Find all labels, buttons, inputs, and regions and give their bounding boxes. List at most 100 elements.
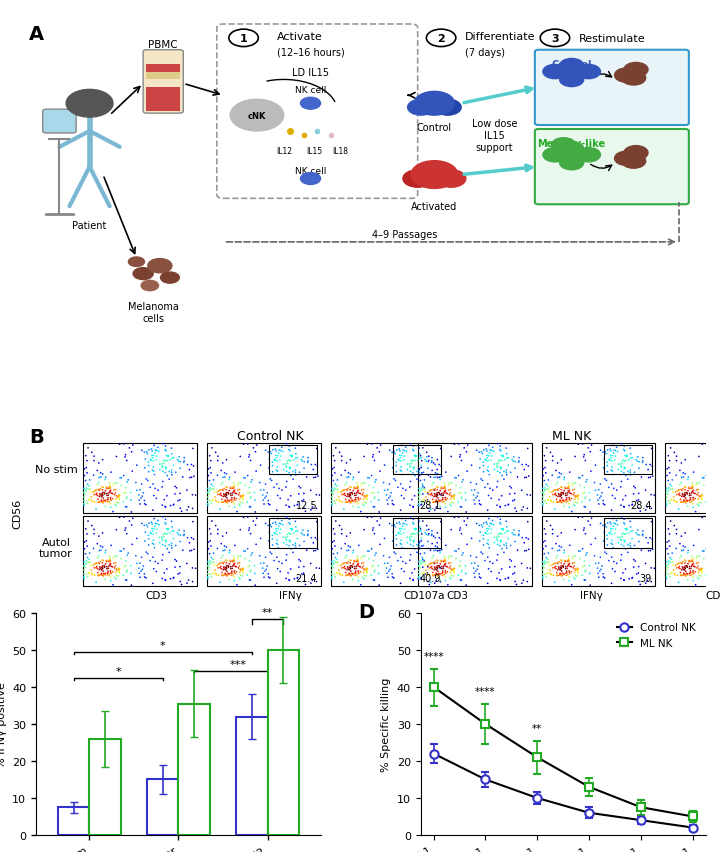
- Point: [606, 461, 618, 475]
- Point: [462, 439, 474, 452]
- Point: [431, 568, 442, 582]
- Point: [168, 459, 179, 473]
- Point: [345, 497, 356, 510]
- Point: [360, 563, 372, 577]
- Point: [696, 565, 707, 579]
- Point: [223, 495, 235, 509]
- Point: [408, 462, 420, 475]
- Point: [457, 474, 469, 487]
- Point: [121, 565, 132, 579]
- Point: [204, 461, 216, 475]
- Point: [101, 554, 112, 567]
- Point: [671, 523, 683, 537]
- Point: [632, 524, 644, 538]
- Point: [134, 556, 145, 570]
- Point: [600, 519, 611, 532]
- Point: [393, 515, 405, 529]
- Point: [171, 527, 183, 540]
- Point: [580, 549, 592, 562]
- Point: [550, 551, 562, 565]
- Point: [91, 489, 103, 503]
- Point: [329, 467, 341, 481]
- Point: [618, 466, 629, 480]
- Point: [628, 487, 639, 501]
- Point: [431, 567, 442, 580]
- Point: [215, 478, 227, 492]
- Point: [415, 567, 427, 581]
- Point: [369, 492, 380, 506]
- Text: IL18: IL18: [333, 147, 348, 156]
- Text: Memory-like: Memory-like: [538, 139, 606, 149]
- Circle shape: [543, 66, 567, 79]
- Point: [563, 570, 575, 584]
- Point: [714, 532, 720, 545]
- Point: [395, 537, 406, 550]
- Point: [562, 558, 574, 572]
- Point: [383, 492, 395, 505]
- Point: [671, 561, 683, 575]
- Point: [258, 556, 269, 570]
- Point: [435, 515, 446, 529]
- Point: [471, 517, 482, 531]
- Point: [436, 567, 448, 580]
- Point: [396, 449, 408, 463]
- Point: [415, 498, 427, 511]
- Point: [93, 476, 104, 490]
- Point: [417, 441, 428, 455]
- Point: [577, 486, 589, 500]
- Point: [168, 571, 179, 584]
- Point: [678, 470, 689, 484]
- Point: [631, 494, 642, 508]
- Point: [368, 500, 379, 514]
- Point: [104, 564, 116, 578]
- Point: [229, 567, 240, 580]
- Point: [150, 517, 161, 531]
- Point: [669, 567, 680, 580]
- Point: [703, 492, 715, 506]
- Point: [555, 488, 567, 502]
- Point: [284, 462, 296, 475]
- Point: [220, 560, 232, 573]
- Point: [453, 438, 464, 452]
- Point: [537, 499, 549, 513]
- Point: [433, 544, 445, 558]
- Point: [283, 527, 294, 540]
- Point: [474, 452, 486, 466]
- Point: [624, 466, 636, 480]
- Point: [550, 538, 562, 551]
- Point: [538, 463, 549, 476]
- Point: [156, 460, 168, 474]
- Point: [454, 521, 466, 535]
- Point: [616, 510, 627, 524]
- Point: [618, 440, 630, 453]
- Point: [433, 486, 445, 500]
- Point: [354, 561, 366, 574]
- Point: [235, 564, 246, 578]
- Point: [102, 496, 113, 509]
- Point: [89, 569, 100, 583]
- Point: [111, 491, 122, 504]
- Point: [608, 520, 619, 533]
- Point: [166, 537, 177, 550]
- Point: [413, 486, 425, 499]
- Point: [96, 560, 108, 573]
- Point: [352, 479, 364, 492]
- Point: [225, 554, 236, 567]
- Point: [356, 552, 367, 566]
- Point: [90, 503, 102, 516]
- Point: [423, 488, 435, 502]
- FancyBboxPatch shape: [535, 50, 689, 126]
- Point: [718, 492, 720, 505]
- Point: [416, 527, 428, 541]
- Point: [103, 555, 114, 568]
- Point: [86, 519, 98, 532]
- Point: [433, 559, 445, 573]
- Point: [293, 480, 305, 493]
- Point: [616, 437, 627, 451]
- Point: [382, 483, 393, 497]
- Point: [572, 438, 584, 452]
- Point: [154, 463, 166, 477]
- Point: [436, 569, 448, 583]
- Point: [438, 495, 450, 509]
- Point: [598, 571, 609, 584]
